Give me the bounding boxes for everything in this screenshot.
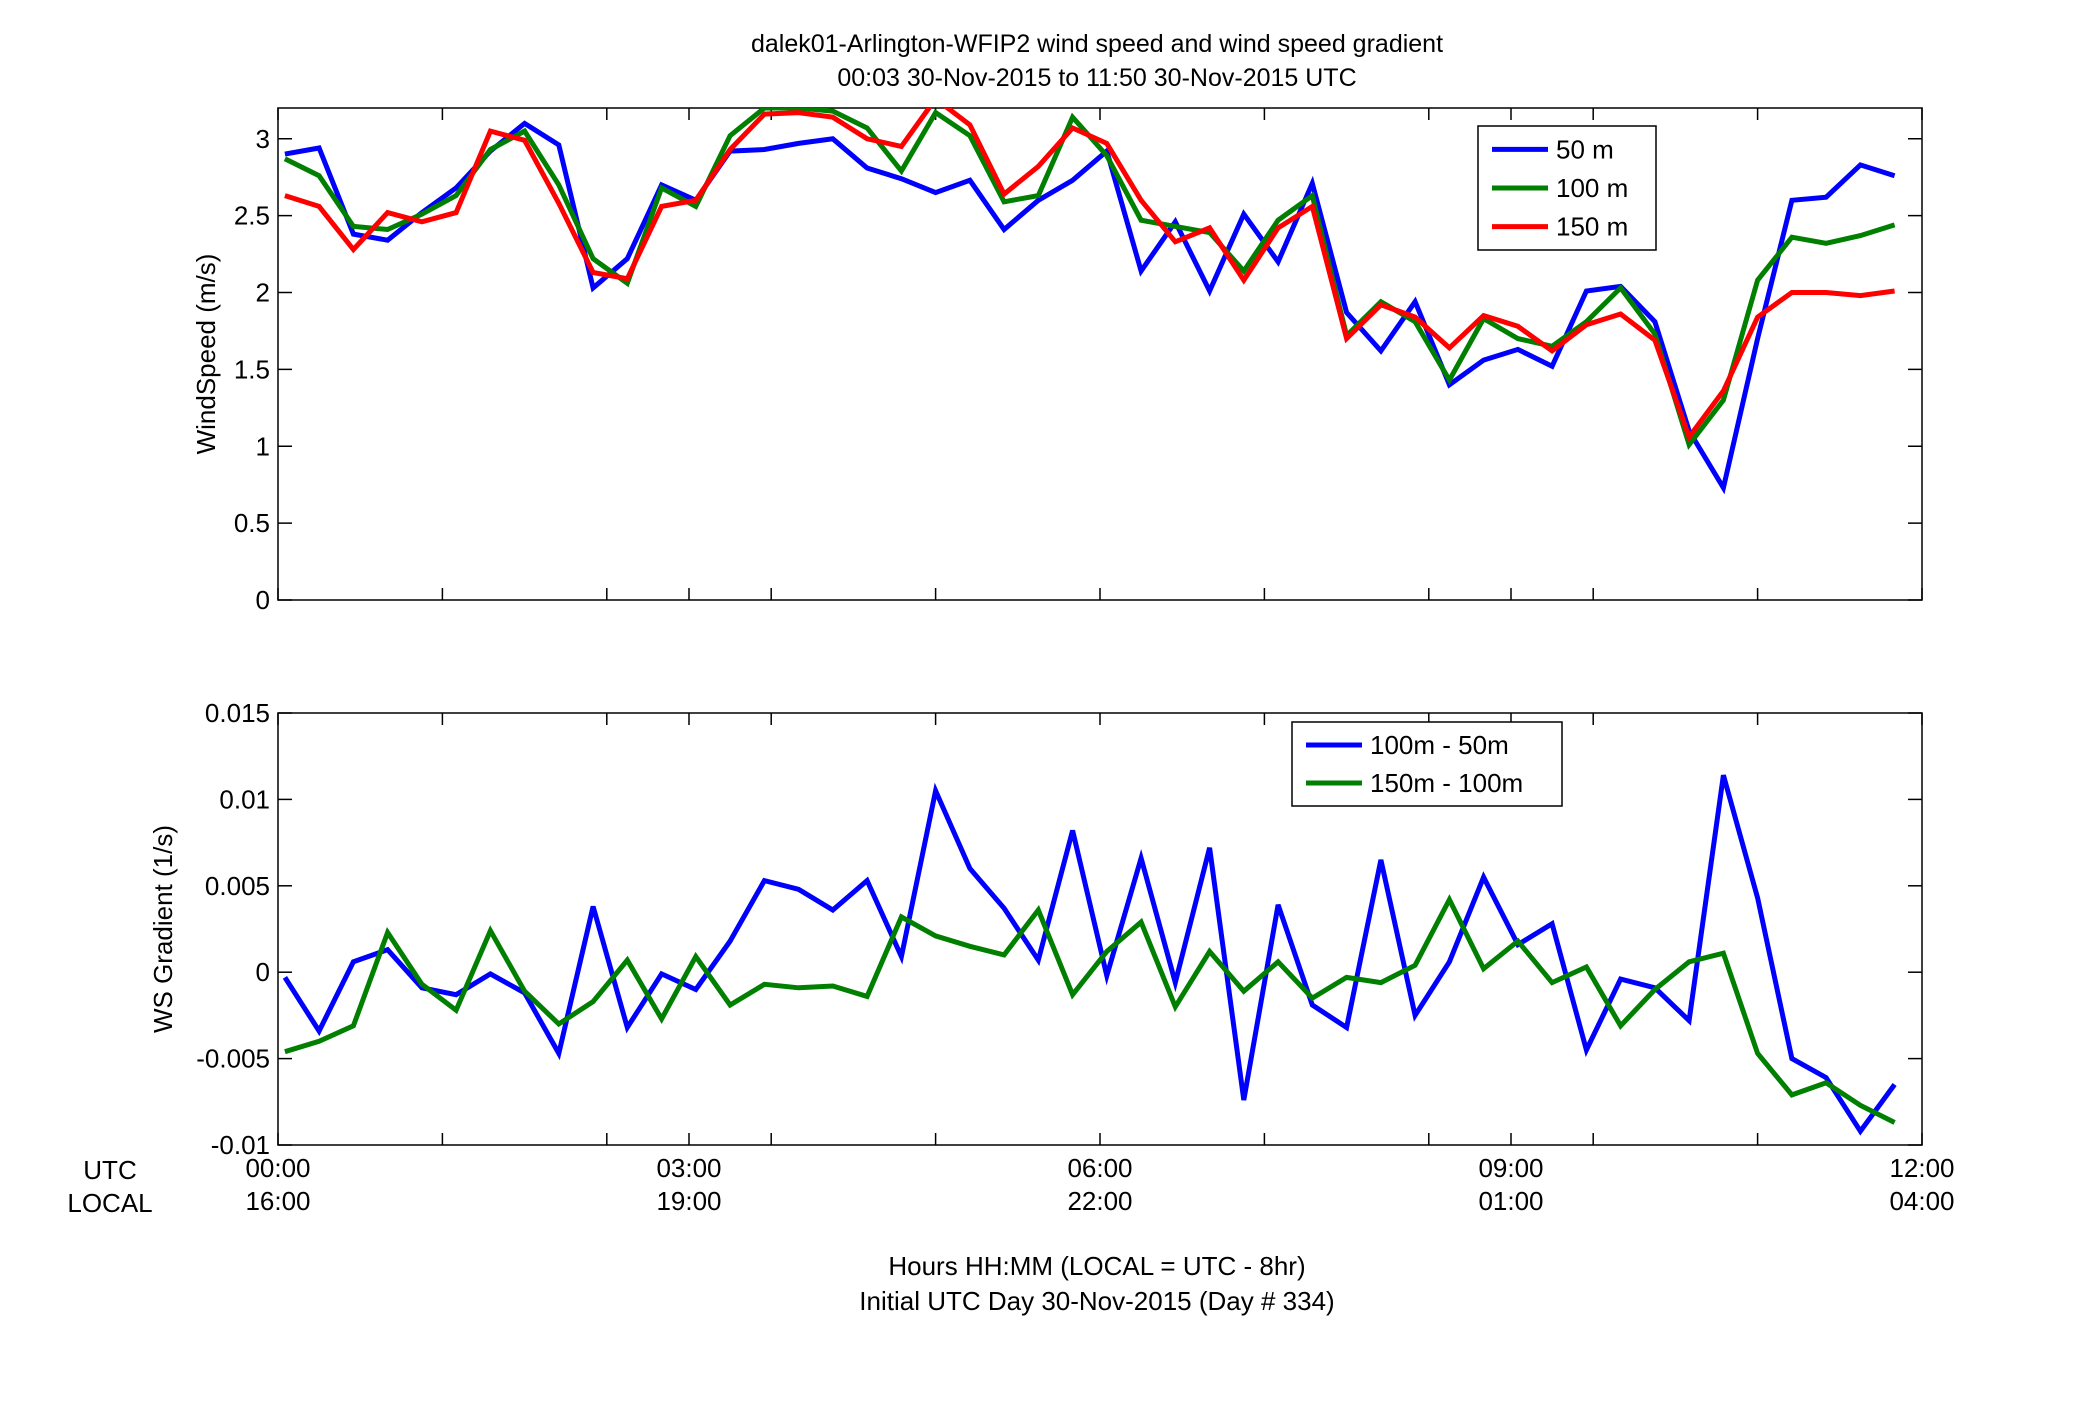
windspeed-y-tick-label: 2.5 <box>234 201 270 231</box>
windspeed-y-tick-label: 0.5 <box>234 508 270 538</box>
x-axis-label-line1: Hours HH:MM (LOCAL = UTC - 8hr) <box>888 1251 1305 1281</box>
windspeed-y-tick-label: 2 <box>256 278 270 308</box>
wind-speed-panel: 0 0.5 1 1.5 2 2.5 3 WindSpeed (m/s) 50 m 100 m 150… <box>191 107 1923 615</box>
x-tick-label-utc: 12:00 <box>1889 1153 1954 1183</box>
windspeed-y-tick-label: 3 <box>256 124 270 154</box>
x-tick-label-local: 01:00 <box>1478 1186 1543 1216</box>
row-label-utc: UTC <box>83 1155 136 1185</box>
x-tick-label-local: 04:00 <box>1889 1186 1954 1216</box>
gradient-legend-box <box>1291 721 1563 807</box>
x-axis-label-line2: Initial UTC Day 30-Nov-2015 (Day # 334) <box>859 1286 1334 1316</box>
gradient-y-tick-label: 0 <box>256 957 270 987</box>
figure-title-line2: 00:03 30-Nov-2015 to 11:50 30-Nov-2015 U… <box>837 64 1356 92</box>
windspeed-legend-label: 100 m <box>1556 173 1628 203</box>
windspeed-legend-label: 50 m <box>1556 134 1614 164</box>
windspeed-y-tick-label: 1.5 <box>234 354 270 384</box>
windspeed-legend: 50 m 100 m 150 m <box>1477 125 1657 251</box>
gradient-legend-label: 150m - 100m <box>1370 768 1523 798</box>
figure-title-line1: dalek01-Arlington-WFIP2 wind speed and w… <box>751 30 1443 58</box>
windspeed-y-tick-label: 1 <box>256 431 270 461</box>
gradient-legend: 100m - 50m 150m - 100m <box>1291 721 1563 807</box>
gradient-legend-label: 100m - 50m <box>1370 730 1509 760</box>
x-tick-label-utc: 06:00 <box>1067 1153 1132 1183</box>
row-label-local: LOCAL <box>67 1188 152 1218</box>
gradient-series-line-2 <box>284 894 1896 1125</box>
gradient-series-line-1 <box>282 774 1897 1136</box>
gradient-y-axis-label: WS Gradient (1/s) <box>148 825 178 1033</box>
windspeed-y-axis-label: WindSpeed (m/s) <box>191 254 221 455</box>
x-tick-label-local: 16:00 <box>245 1186 310 1216</box>
gradient-y-tick-label: 0.01 <box>219 784 270 814</box>
windspeed-axes-box <box>277 107 1923 601</box>
windspeed-y-tick-label: 0 <box>256 585 270 615</box>
x-tick-label-utc: 03:00 <box>656 1153 721 1183</box>
wind-gradient-panel: -0.01 -0.005 0 0.005 0.01 0.015 WS Gradient (1… <box>148 698 1923 1160</box>
gradient-axes-box <box>277 712 1923 1146</box>
x-tick-label-local: 19:00 <box>656 1186 721 1216</box>
x-tick-label-utc: 09:00 <box>1478 1153 1543 1183</box>
windspeed-legend-label: 150 m <box>1556 212 1628 242</box>
gradient-y-tick-label: 0.005 <box>205 871 270 901</box>
gradient-y-tick-label: -0.005 <box>196 1044 270 1074</box>
gradient-y-tick-label: -0.01 <box>211 1130 270 1160</box>
x-tick-label-utc: 00:00 <box>245 1153 310 1183</box>
x-tick-label-local: 22:00 <box>1067 1186 1132 1216</box>
windspeed-series-line-3 <box>284 108 1895 443</box>
gradient-y-tick-label: 0.015 <box>205 698 270 728</box>
